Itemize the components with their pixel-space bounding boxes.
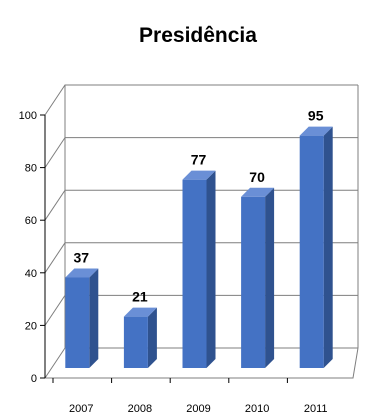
bar-top <box>123 307 157 317</box>
x-tick-label: 2008 <box>128 403 152 415</box>
y-tick-label: 60 <box>25 215 37 227</box>
bar-front <box>65 277 90 368</box>
bar-front <box>299 135 324 368</box>
x-tick-label: 2007 <box>69 403 93 415</box>
bar-side <box>89 268 99 368</box>
bar <box>182 170 216 368</box>
data-label: 21 <box>132 289 148 305</box>
bar-top <box>65 268 99 278</box>
bar <box>123 307 157 368</box>
chart-title: Presidência <box>139 24 257 47</box>
bar-side <box>147 307 157 368</box>
data-label: 77 <box>191 152 207 168</box>
bar <box>65 268 99 368</box>
y-tick-label: 80 <box>25 163 37 175</box>
y-tick-label: 0 <box>31 373 37 385</box>
x-tick-label: 2009 <box>186 403 210 415</box>
gridline <box>44 84 358 116</box>
bar <box>299 126 333 369</box>
gridline <box>44 137 358 168</box>
bar-top <box>299 126 333 136</box>
bar-front <box>241 196 266 368</box>
data-label: 70 <box>249 169 265 185</box>
y-tick-label: 40 <box>25 268 37 280</box>
x-tick-label: 2011 <box>304 403 328 415</box>
bar-top <box>182 170 216 180</box>
bar-front <box>123 316 148 368</box>
bar-side <box>323 126 333 369</box>
y-tick-label: 100 <box>19 110 37 122</box>
data-label: 95 <box>308 108 324 124</box>
data-label: 37 <box>74 250 90 266</box>
bar-side <box>206 170 216 368</box>
bar-side <box>265 187 275 368</box>
bar-top <box>241 187 275 197</box>
floor-edge <box>45 347 359 379</box>
bar-front <box>182 179 207 368</box>
bar <box>241 187 275 368</box>
y-tick-label: 20 <box>25 320 37 332</box>
x-tick-label: 2010 <box>245 403 269 415</box>
